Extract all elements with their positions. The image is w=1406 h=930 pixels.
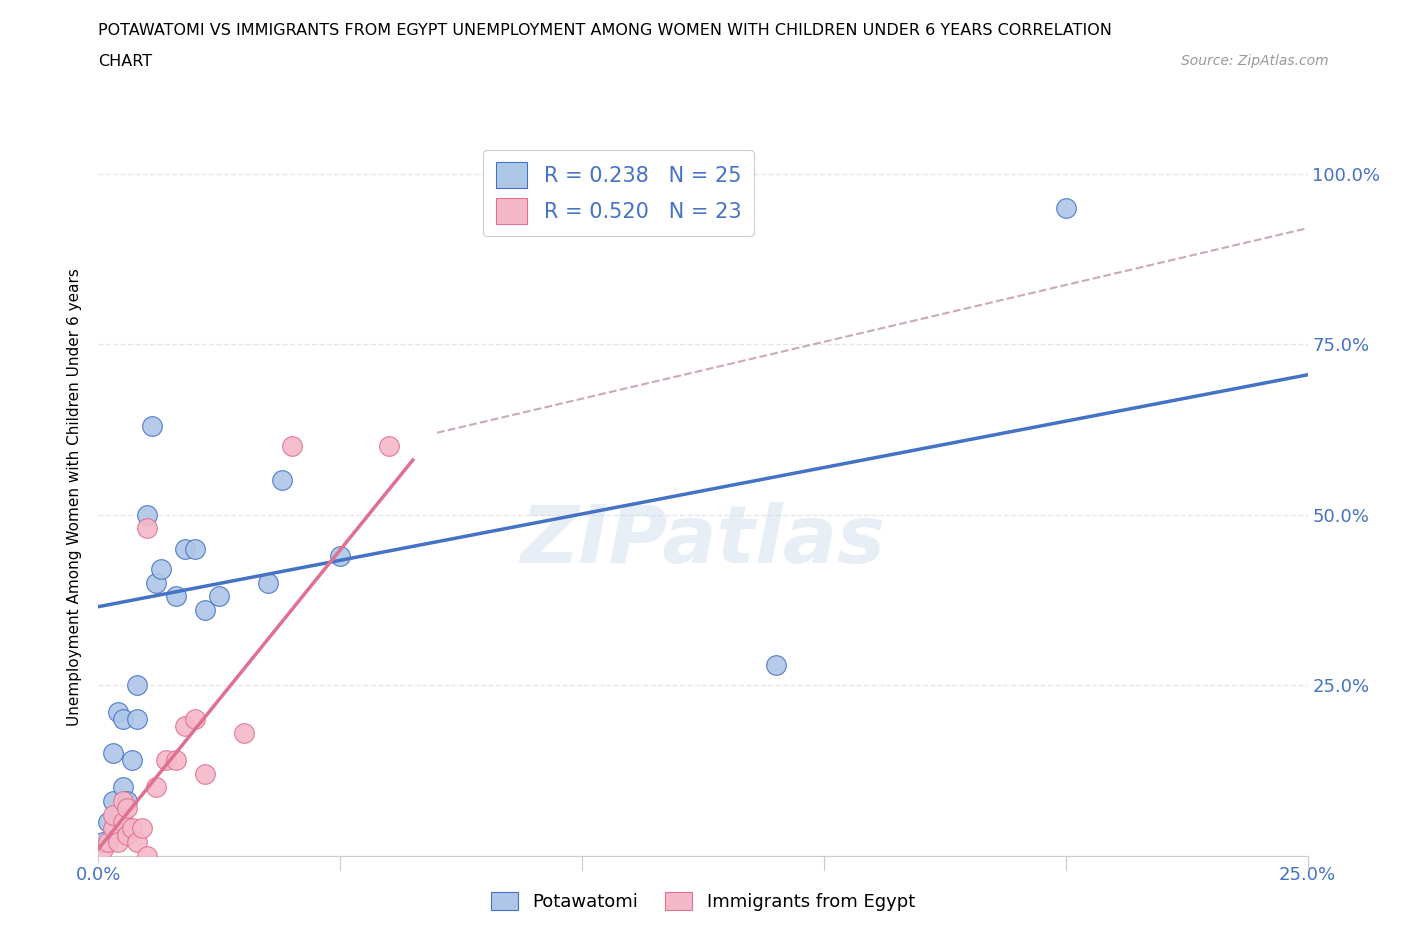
Point xyxy=(141,418,163,433)
Point xyxy=(174,541,197,556)
Text: Source: ZipAtlas.com: Source: ZipAtlas.com xyxy=(1181,54,1329,68)
Point xyxy=(111,711,134,726)
Point xyxy=(194,603,217,618)
Point xyxy=(117,828,139,843)
Point xyxy=(97,834,120,849)
Point xyxy=(174,719,197,734)
Point xyxy=(256,576,278,591)
Point xyxy=(111,793,134,808)
Text: ZIPatlas: ZIPatlas xyxy=(520,501,886,579)
Point xyxy=(121,752,143,767)
Point xyxy=(194,766,217,781)
Text: CHART: CHART xyxy=(98,54,152,69)
Point xyxy=(135,521,157,536)
Point xyxy=(329,548,352,563)
Point xyxy=(91,834,114,849)
Point xyxy=(101,821,124,836)
Point xyxy=(232,725,254,740)
Point xyxy=(107,705,129,720)
Point xyxy=(184,711,207,726)
Point xyxy=(135,507,157,522)
Point xyxy=(208,589,231,604)
Point xyxy=(97,814,120,829)
Point xyxy=(271,473,294,488)
Point xyxy=(111,814,134,829)
Point xyxy=(145,576,167,591)
Point xyxy=(1054,200,1077,215)
Point xyxy=(150,562,173,577)
Point xyxy=(135,848,157,863)
Point xyxy=(765,658,787,672)
Point xyxy=(111,780,134,795)
Point xyxy=(101,793,124,808)
Point xyxy=(127,711,149,726)
Point xyxy=(377,439,399,454)
Point xyxy=(121,821,143,836)
Y-axis label: Unemployment Among Women with Children Under 6 years: Unemployment Among Women with Children U… xyxy=(67,269,83,726)
Point xyxy=(117,801,139,816)
Point xyxy=(127,678,149,693)
Point xyxy=(165,589,187,604)
Point xyxy=(91,842,114,857)
Point xyxy=(101,807,124,822)
Point xyxy=(155,752,177,767)
Point xyxy=(165,752,187,767)
Point xyxy=(101,746,124,761)
Point xyxy=(145,780,167,795)
Point xyxy=(107,834,129,849)
Point xyxy=(127,834,149,849)
Point xyxy=(184,541,207,556)
Text: POTAWATOMI VS IMMIGRANTS FROM EGYPT UNEMPLOYMENT AMONG WOMEN WITH CHILDREN UNDER: POTAWATOMI VS IMMIGRANTS FROM EGYPT UNEM… xyxy=(98,23,1112,38)
Point xyxy=(131,821,153,836)
Legend: Potawatomi, Immigrants from Egypt: Potawatomi, Immigrants from Egypt xyxy=(484,884,922,918)
Point xyxy=(117,793,139,808)
Point xyxy=(281,439,304,454)
